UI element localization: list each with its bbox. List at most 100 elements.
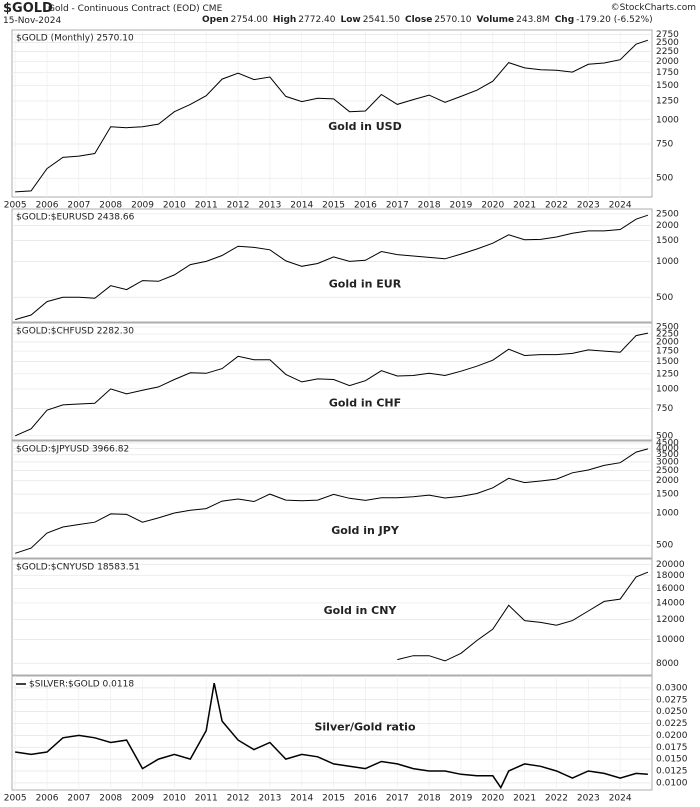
y-tick-label: 12000 bbox=[656, 615, 685, 625]
x-tick-label: 2024 bbox=[609, 794, 632, 804]
price-line bbox=[15, 39, 649, 193]
quote-value: 243.8M bbox=[516, 15, 550, 25]
y-tick-label: 500 bbox=[656, 541, 673, 551]
quote-value: 2772.40 bbox=[298, 15, 336, 25]
y-tick-label: 500 bbox=[656, 431, 673, 441]
quote-label: Close bbox=[404, 15, 433, 25]
y-tick-label: 2750 bbox=[656, 30, 679, 40]
date: 15-Nov-2024 bbox=[3, 16, 62, 26]
y-tick-label: 10000 bbox=[656, 635, 685, 645]
annotation: Gold in CNY bbox=[324, 604, 398, 617]
x-tick-label: 2021 bbox=[513, 201, 536, 211]
y-tick-label: 1500 bbox=[656, 236, 679, 246]
x-tick-label: 2013 bbox=[258, 201, 281, 211]
x-tick-label: 2012 bbox=[227, 794, 250, 804]
quote-value: 2570.10 bbox=[434, 15, 472, 25]
x-tick-label: 2008 bbox=[99, 201, 122, 211]
quote-item: High 2772.40 bbox=[273, 15, 336, 25]
y-tick-label: 3500 bbox=[656, 450, 679, 460]
quote-value: 2541.50 bbox=[362, 15, 400, 25]
y-tick-label: 1750 bbox=[656, 68, 679, 78]
y-tick-label: 2500 bbox=[656, 38, 679, 48]
y-tick-label: 0.0175 bbox=[656, 743, 688, 753]
y-tick-label: 2250 bbox=[656, 330, 679, 340]
x-tick-label: 2009 bbox=[131, 201, 154, 211]
y-tick-label: 4500 bbox=[656, 439, 679, 449]
x-tick-label: 2022 bbox=[545, 201, 568, 211]
x-tick-label: 2017 bbox=[386, 794, 409, 804]
x-tick-label: 2007 bbox=[67, 201, 90, 211]
annotation: Silver/Gold ratio bbox=[314, 720, 415, 733]
panel-frame bbox=[11, 208, 653, 323]
y-tick-label: 0.0300 bbox=[656, 683, 688, 693]
y-tick-label: 2500 bbox=[656, 322, 679, 332]
x-tick-label: 2013 bbox=[258, 794, 281, 804]
x-tick-label: 2010 bbox=[163, 794, 186, 804]
panel-frame bbox=[11, 440, 653, 559]
x-tick-label: 2007 bbox=[67, 794, 90, 804]
x-tick-label: 2008 bbox=[99, 794, 122, 804]
y-tick-label: 1500 bbox=[656, 357, 679, 367]
y-tick-label: 0.0275 bbox=[656, 695, 688, 705]
y-tick-label: 18000 bbox=[656, 571, 685, 581]
x-tick-label: 2019 bbox=[450, 794, 473, 804]
y-tick-label: 0.0200 bbox=[656, 731, 688, 741]
annotation: Gold in USD bbox=[328, 120, 401, 133]
quote-value: 2754.00 bbox=[230, 15, 268, 25]
x-tick-label: 2018 bbox=[418, 201, 441, 211]
y-tick-label: 1750 bbox=[656, 347, 679, 357]
x-tick-label: 2012 bbox=[227, 201, 250, 211]
x-tick-label: 2014 bbox=[290, 201, 313, 211]
x-tick-label: 2015 bbox=[322, 794, 345, 804]
y-tick-label: 0.0150 bbox=[656, 755, 688, 765]
y-tick-label: 750 bbox=[656, 404, 673, 414]
quote: Open 2754.00 High 2772.40 Low 2541.50 Close 257… bbox=[202, 15, 653, 25]
panel-label: $GOLD (Monthly) 2570.10 bbox=[16, 34, 134, 44]
x-tick-label: 2009 bbox=[131, 794, 154, 804]
panel-label: $GOLD:$EURUSD 2438.66 bbox=[16, 213, 135, 223]
x-tick-label: 2011 bbox=[195, 201, 218, 211]
x-tick-label: 2022 bbox=[545, 794, 568, 804]
quote-label: Chg bbox=[554, 15, 575, 25]
x-tick-label: 2016 bbox=[354, 201, 377, 211]
annotation: Gold in JPY bbox=[331, 524, 400, 537]
y-tick-label: 2000 bbox=[656, 221, 679, 231]
x-tick-label: 2019 bbox=[450, 201, 473, 211]
x-tick-label: 2021 bbox=[513, 794, 536, 804]
quote-label: Open bbox=[202, 15, 229, 25]
price-line bbox=[14, 332, 649, 437]
panel-label: $GOLD:$JPYUSD 3966.82 bbox=[16, 445, 129, 455]
quote-label: Volume bbox=[476, 15, 515, 25]
x-tick-label: 2023 bbox=[577, 794, 600, 804]
y-tick-label: 2000 bbox=[656, 338, 679, 348]
x-tick-label: 2015 bbox=[322, 201, 345, 211]
quote-item: Chg -179.20 (-6.52%) bbox=[555, 15, 653, 25]
source: ©StockCharts.com bbox=[610, 3, 696, 13]
y-tick-label: 1500 bbox=[656, 490, 679, 500]
annotation: Gold in CHF bbox=[329, 397, 401, 410]
price-line bbox=[397, 571, 649, 662]
quote-item: Low 2541.50 bbox=[341, 15, 400, 25]
y-tick-label: 1000 bbox=[656, 115, 679, 125]
price-line bbox=[15, 214, 649, 321]
description: Gold - Continuous Contract (EOD) CME bbox=[48, 4, 223, 14]
x-tick-label: 2005 bbox=[4, 201, 27, 211]
x-tick-label: 2020 bbox=[481, 201, 504, 211]
y-tick-label: 8000 bbox=[656, 659, 679, 669]
x-tick-label: 2017 bbox=[386, 201, 409, 211]
x-tick-label: 2023 bbox=[577, 201, 600, 211]
quote-item: Volume 243.8M bbox=[477, 15, 550, 25]
y-tick-label: 750 bbox=[656, 140, 673, 150]
y-tick-label: 1250 bbox=[656, 369, 679, 379]
y-tick-label: 20000 bbox=[656, 560, 685, 570]
x-tick-label: 2006 bbox=[36, 794, 59, 804]
y-tick-label: 14000 bbox=[656, 598, 685, 608]
y-tick-label: 1500 bbox=[656, 81, 679, 91]
quote-label: High bbox=[272, 15, 297, 25]
y-tick-label: 4000 bbox=[656, 444, 679, 454]
y-tick-label: 2000 bbox=[656, 57, 679, 67]
y-tick-label: 0.0225 bbox=[656, 719, 688, 729]
x-tick-label: 2011 bbox=[195, 794, 218, 804]
